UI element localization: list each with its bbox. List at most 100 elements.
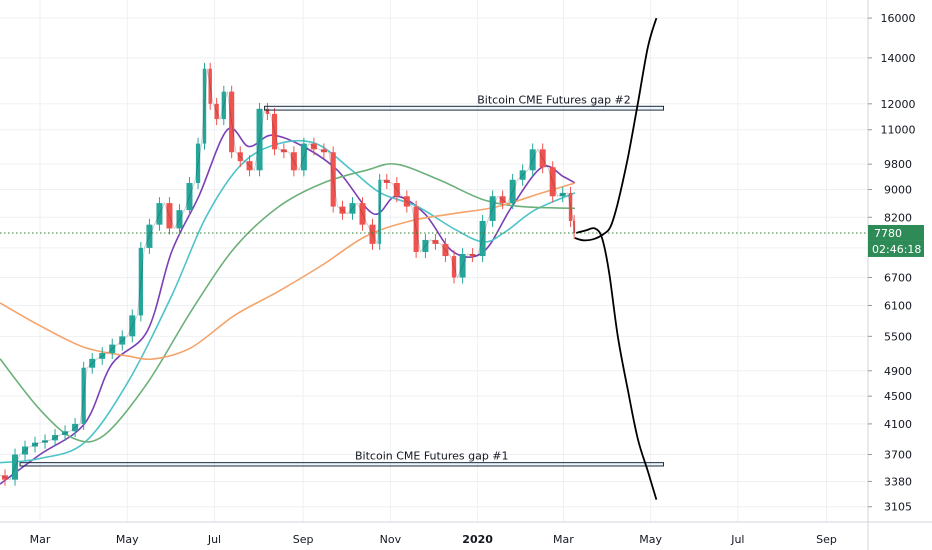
candle-body <box>265 108 270 114</box>
candle-body <box>42 440 49 443</box>
candle-body <box>166 203 173 229</box>
y-tick-label: 4500 <box>884 390 912 403</box>
candle-body <box>195 143 201 184</box>
y-tick-label: 14000 <box>881 52 916 65</box>
candle-body <box>469 253 476 257</box>
y-tick-label: 3700 <box>884 448 912 461</box>
y-tick-label: 3105 <box>884 501 912 514</box>
candle-body <box>422 239 429 252</box>
candle-body <box>359 203 366 225</box>
candle-body <box>519 170 526 180</box>
y-tick-label: 8200 <box>884 211 912 224</box>
annotations: Bitcoin CME Futures gap #2 Bitcoin CME Fu… <box>19 93 665 467</box>
futures-gap-box[interactable] <box>264 105 665 111</box>
candle-body <box>2 475 9 480</box>
moving-average-line <box>0 139 576 464</box>
candle-body <box>109 344 116 354</box>
y-tick-label: 6100 <box>884 299 912 312</box>
candle-body <box>568 192 573 221</box>
candle-body <box>186 183 193 211</box>
x-tick-label: Sep <box>293 533 314 546</box>
x-tick-label: Nov <box>380 533 402 546</box>
x-tick-label: Jul <box>730 533 744 546</box>
candle-body <box>290 152 297 171</box>
candle-body <box>119 336 126 345</box>
candle-body <box>146 224 153 248</box>
candle-body <box>129 315 136 337</box>
candle-body <box>208 68 212 104</box>
candle-body <box>539 149 546 168</box>
candle-body <box>393 183 400 197</box>
candle-body <box>214 103 219 120</box>
x-tick-label: Sep <box>816 533 837 546</box>
moving-average-line <box>0 163 575 443</box>
x-tick-label: Mar <box>30 533 51 546</box>
y-tick-label: 9800 <box>884 158 912 171</box>
futures-gap-box[interactable] <box>19 462 665 467</box>
countdown-badge <box>868 240 924 257</box>
candle-body <box>489 196 496 221</box>
candle-body <box>202 68 207 144</box>
candle-body <box>81 367 86 424</box>
candle-body <box>573 220 576 233</box>
candle-body <box>499 196 506 204</box>
candle-body <box>99 353 106 359</box>
last-price-badge <box>868 224 924 241</box>
candle-body <box>413 206 419 252</box>
candle-body <box>369 224 376 244</box>
countdown-label: 02:46:18 <box>872 243 921 256</box>
y-tick-label: 6700 <box>884 272 912 285</box>
y-tick-label: 3380 <box>884 475 912 488</box>
projection-drawing <box>574 17 658 500</box>
price-close-line <box>0 68 576 481</box>
y-tick-label: 9000 <box>884 184 912 197</box>
y-tick-label: 4900 <box>884 365 912 378</box>
candle-body <box>330 152 336 207</box>
projection-up-path[interactable] <box>574 17 658 242</box>
last-price-label: 7780 <box>874 227 902 240</box>
candle-body <box>246 161 253 171</box>
x-tick-label: 2020 <box>462 533 493 546</box>
x-tick-label: May <box>116 533 139 546</box>
candle-body <box>349 203 356 214</box>
x-tick-label: Jul <box>207 533 221 546</box>
candle-body <box>442 243 449 257</box>
futures-gap-label: Bitcoin CME Futures gap #2 <box>477 93 631 106</box>
futures-gap-label: Bitcoin CME Futures gap #1 <box>355 450 509 463</box>
candle-body <box>378 179 381 244</box>
candle-body <box>280 149 287 153</box>
y-tick-label: 4100 <box>884 418 912 431</box>
candle-body <box>559 192 566 197</box>
candle-body <box>229 91 235 153</box>
candle-body <box>549 167 556 197</box>
price-series <box>0 62 868 486</box>
y-tick-label: 12000 <box>881 98 916 111</box>
projection-down-path[interactable] <box>576 227 658 500</box>
moving-average-line <box>0 127 576 485</box>
candle-body <box>479 220 486 257</box>
y-tick-label: 11000 <box>881 124 916 137</box>
candle-body <box>300 143 307 171</box>
candle-body <box>403 196 410 207</box>
moving-average-line <box>0 182 576 361</box>
x-tick-label: Mar <box>553 533 574 546</box>
y-tick-label: 5500 <box>884 330 912 343</box>
candle-body <box>22 446 29 455</box>
candle-body <box>156 203 163 225</box>
candle-body <box>320 149 327 153</box>
candle-body <box>52 434 59 441</box>
x-tick-label: May <box>639 533 662 546</box>
candle-body <box>256 108 263 171</box>
candle-body <box>138 247 143 316</box>
candle-body <box>62 431 69 435</box>
candle-body <box>72 423 79 432</box>
candle-body <box>339 206 346 214</box>
candle-body <box>310 143 317 150</box>
candle-body <box>459 253 466 278</box>
candle-body <box>32 442 39 447</box>
candle-body <box>432 239 439 244</box>
moving-average-lines <box>0 127 576 485</box>
grid <box>0 0 868 522</box>
